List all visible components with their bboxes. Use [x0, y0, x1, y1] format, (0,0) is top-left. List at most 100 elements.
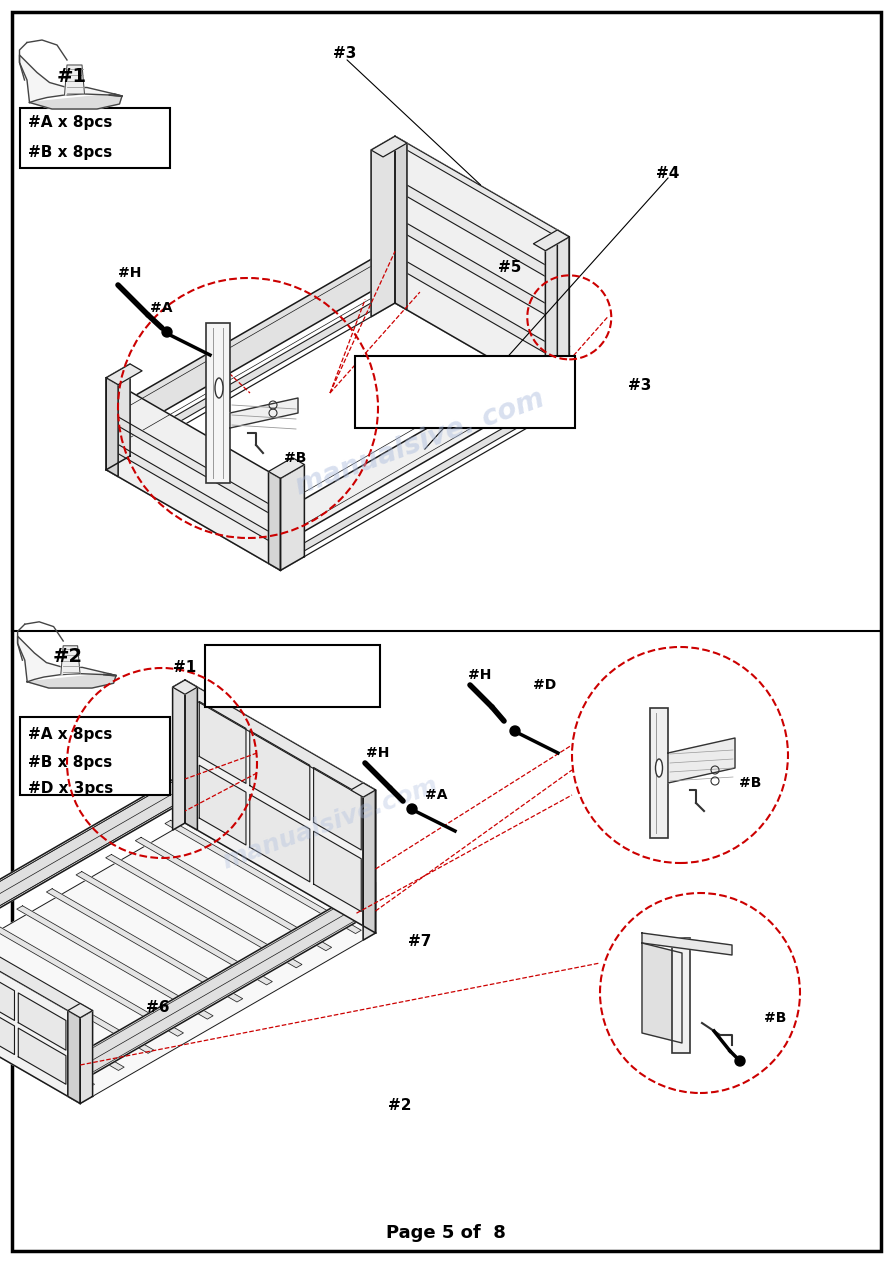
Text: #B: #B — [284, 451, 306, 465]
Polygon shape — [269, 457, 305, 479]
Bar — [20, 717, 170, 794]
Polygon shape — [371, 136, 395, 317]
Polygon shape — [172, 679, 185, 830]
Polygon shape — [557, 230, 569, 404]
Text: #7: #7 — [408, 933, 431, 949]
Text: #H: #H — [366, 746, 389, 760]
Polygon shape — [363, 783, 376, 933]
Polygon shape — [280, 346, 569, 546]
Text: #1: #1 — [57, 67, 87, 86]
Text: #D: #D — [533, 678, 556, 692]
Polygon shape — [371, 136, 407, 157]
Polygon shape — [18, 993, 66, 1050]
Polygon shape — [106, 378, 280, 571]
Text: #A: #A — [150, 301, 172, 314]
Polygon shape — [0, 974, 95, 1087]
Text: Page 5 of  8: Page 5 of 8 — [386, 1224, 506, 1242]
Circle shape — [510, 726, 520, 736]
Polygon shape — [533, 230, 569, 250]
Circle shape — [162, 327, 172, 337]
Polygon shape — [269, 471, 280, 571]
Polygon shape — [642, 943, 682, 1043]
Polygon shape — [668, 738, 735, 783]
Polygon shape — [185, 679, 197, 830]
Polygon shape — [106, 364, 130, 470]
Polygon shape — [61, 645, 80, 674]
Polygon shape — [17, 906, 213, 1019]
Polygon shape — [230, 398, 298, 428]
Text: #5: #5 — [498, 260, 522, 275]
Bar — [650, 709, 668, 837]
Bar — [206, 323, 230, 482]
Text: #B x 8pcs: #B x 8pcs — [28, 754, 113, 769]
Polygon shape — [0, 956, 14, 1021]
Circle shape — [407, 805, 417, 813]
Text: #B x 8pcs: #B x 8pcs — [28, 145, 113, 160]
Bar — [205, 645, 380, 707]
Polygon shape — [0, 923, 183, 1036]
Text: #2: #2 — [53, 647, 83, 666]
Text: #B: #B — [739, 775, 761, 789]
Polygon shape — [0, 957, 124, 1071]
Text: manualsive. com: manualsive. com — [292, 385, 548, 501]
Polygon shape — [0, 940, 154, 1053]
Polygon shape — [407, 184, 557, 283]
Polygon shape — [29, 93, 122, 109]
Polygon shape — [313, 768, 362, 850]
Text: #3: #3 — [629, 378, 652, 393]
Text: #H: #H — [468, 668, 492, 682]
Polygon shape — [642, 933, 732, 955]
Text: #3: #3 — [333, 45, 356, 61]
Text: #H: #H — [118, 266, 142, 280]
Text: #1: #1 — [173, 661, 196, 676]
Text: #6: #6 — [146, 1000, 170, 1015]
Polygon shape — [351, 783, 376, 797]
Text: #D x 3pcs: #D x 3pcs — [28, 782, 113, 797]
Polygon shape — [0, 908, 80, 1104]
Polygon shape — [546, 237, 569, 418]
Polygon shape — [280, 390, 569, 565]
Text: manualsive.com: manualsive.com — [219, 773, 441, 873]
Polygon shape — [172, 679, 197, 695]
Polygon shape — [0, 901, 93, 1018]
Polygon shape — [395, 136, 407, 309]
Polygon shape — [165, 820, 362, 933]
Polygon shape — [313, 831, 362, 912]
Polygon shape — [106, 364, 142, 385]
Polygon shape — [389, 136, 569, 240]
Polygon shape — [80, 1010, 93, 1104]
Polygon shape — [250, 730, 310, 820]
Polygon shape — [20, 56, 122, 102]
Ellipse shape — [655, 759, 663, 777]
Polygon shape — [250, 794, 310, 882]
Bar — [355, 356, 575, 428]
Polygon shape — [185, 679, 376, 933]
Polygon shape — [395, 136, 569, 404]
Polygon shape — [105, 855, 302, 967]
Polygon shape — [0, 773, 185, 971]
Polygon shape — [199, 765, 246, 845]
Polygon shape — [363, 789, 376, 940]
Polygon shape — [407, 261, 557, 360]
Polygon shape — [68, 1003, 93, 1018]
Polygon shape — [118, 445, 269, 541]
Polygon shape — [136, 837, 331, 951]
Polygon shape — [172, 679, 376, 797]
Bar — [672, 938, 690, 1053]
Text: #4: #4 — [656, 165, 680, 181]
Polygon shape — [64, 64, 85, 95]
Polygon shape — [106, 245, 395, 445]
Polygon shape — [27, 673, 116, 688]
Polygon shape — [76, 871, 272, 985]
Polygon shape — [199, 701, 246, 783]
Bar — [20, 109, 170, 168]
Polygon shape — [106, 289, 395, 464]
Polygon shape — [68, 1010, 80, 1104]
Polygon shape — [118, 417, 269, 513]
Text: #B: #B — [764, 1010, 786, 1026]
Text: #A: #A — [425, 788, 447, 802]
Polygon shape — [18, 1028, 66, 1084]
Polygon shape — [0, 991, 14, 1055]
Polygon shape — [18, 637, 116, 682]
Polygon shape — [0, 823, 376, 1104]
